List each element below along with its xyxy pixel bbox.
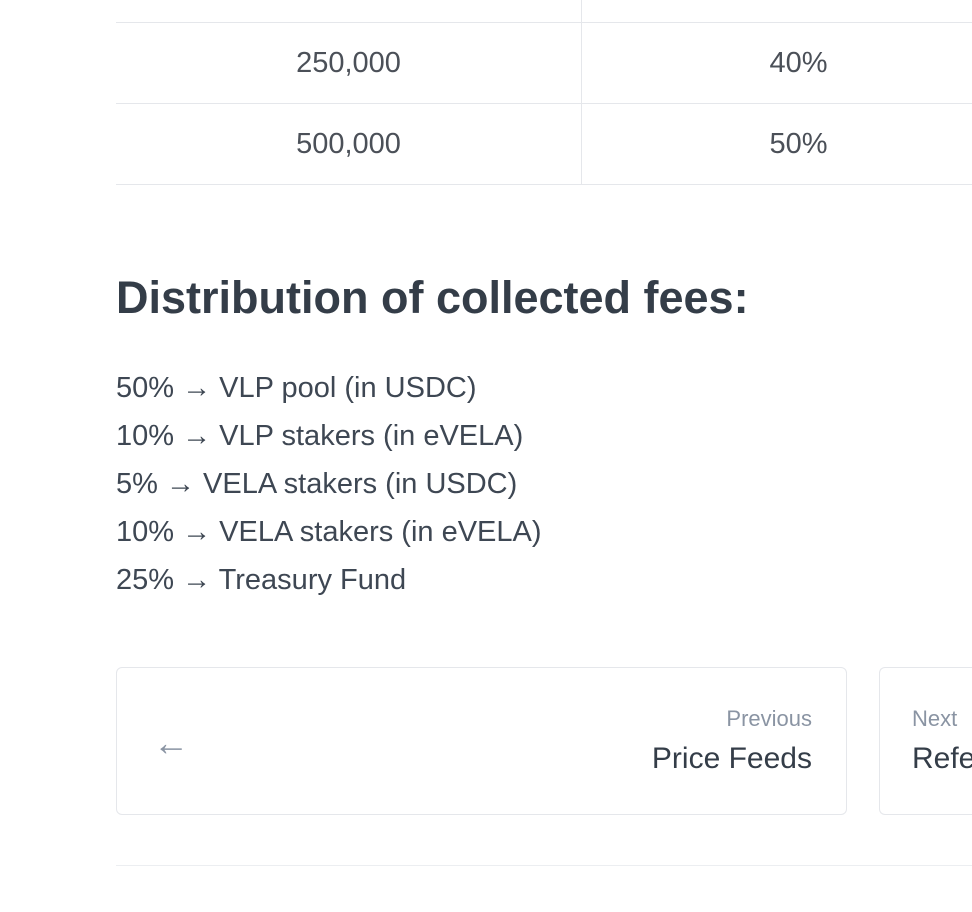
table-cell: 500,000: [116, 104, 582, 184]
table-cell: 40%: [769, 46, 828, 79]
list-item: 25% → Treasury Fund: [116, 564, 407, 596]
list-item: 50% → VLP pool (in USDC): [116, 372, 477, 404]
table-row: 250,000 40%: [116, 23, 972, 104]
previous-page-link[interactable]: ← Previous Price Feeds: [116, 667, 847, 815]
table-cell: 50%: [769, 127, 828, 160]
previous-title: Price Feeds: [651, 742, 812, 775]
table-row: [116, 0, 972, 23]
table-row: 500,000 50%: [116, 104, 972, 185]
list-item: 10% → VELA stakers (in eVELA): [116, 516, 542, 548]
footer-divider: [116, 865, 972, 866]
next-title: Refe: [912, 742, 972, 775]
next-label: Next: [912, 706, 958, 731]
previous-label: Previous: [726, 706, 812, 731]
arrow-left-icon: ←: [153, 722, 189, 763]
fee-tier-table: 250,000 40% 500,000 50%: [116, 0, 972, 185]
table-cell: 250,000: [116, 23, 582, 103]
list-item: 5% → VELA stakers (in USDC): [116, 468, 518, 500]
table-cell: [582, 0, 971, 22]
fee-distribution-list: 50% → VLP pool (in USDC) 10% → VLP stake…: [116, 364, 542, 604]
next-page-link[interactable]: Next Refe: [879, 667, 972, 815]
list-item: 10% → VLP stakers (in eVELA): [116, 420, 524, 452]
section-heading: Distribution of collected fees:: [116, 272, 749, 323]
table-cell: [116, 0, 582, 22]
